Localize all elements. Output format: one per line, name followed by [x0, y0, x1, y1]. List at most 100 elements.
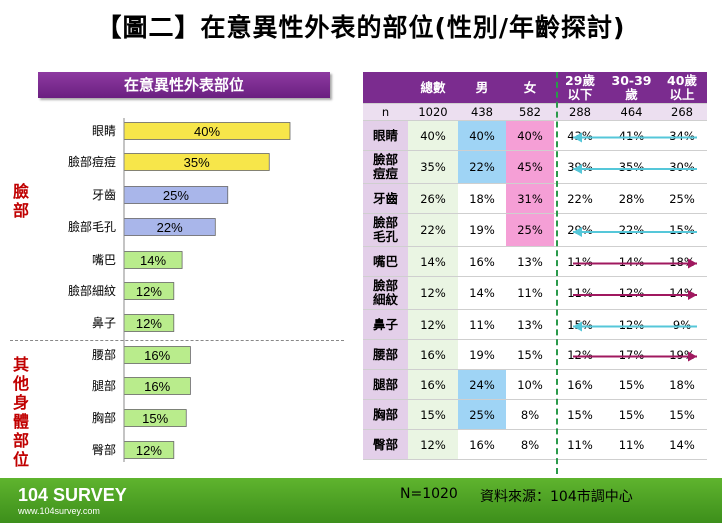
table-cell: 28% — [606, 183, 657, 214]
table-cell: 17% — [606, 339, 657, 370]
table-cell: 18% — [657, 369, 707, 400]
table-cell: 16% — [458, 246, 506, 277]
brand-logo: 104 SURVEY — [18, 485, 127, 505]
table-cell: 12% — [606, 309, 657, 340]
table-cell: 12% — [408, 309, 458, 340]
table-cell: 25% — [506, 213, 554, 247]
table-cell: 11% — [554, 276, 606, 310]
group-label-body: 其他身體部位 — [12, 355, 29, 469]
table-cell: 30% — [657, 150, 707, 184]
table-cell: 11% — [554, 246, 606, 277]
sample-size-row: n 1020 438 582 288 464 268 — [363, 103, 707, 121]
table-cell: 438 — [458, 103, 506, 121]
table-cell: 40% — [408, 120, 458, 151]
table-cell: 11% — [506, 276, 554, 310]
row-label: 臀部 — [363, 429, 408, 460]
table-cell: 31% — [506, 183, 554, 214]
table-cell: 16% — [554, 369, 606, 400]
table-cell: 15% — [657, 213, 707, 247]
bar-category-label: 腰部 — [92, 347, 116, 362]
table-cell: 39% — [554, 150, 606, 184]
table-cell: 29% — [554, 213, 606, 247]
column-header-text: 總數 — [420, 79, 446, 95]
table-cell: 12% — [408, 276, 458, 310]
table-cell: 12% — [408, 429, 458, 460]
column-header-text: 以上 — [669, 86, 695, 102]
table-cell: 11% — [606, 429, 657, 460]
column-header: 30-39 歲 — [606, 72, 657, 104]
bar-value-label: 22% — [157, 220, 183, 235]
chart-title: 在意異性外表部位 — [38, 72, 330, 98]
table-cell: 19% — [458, 213, 506, 247]
table-cell: 16% — [458, 429, 506, 460]
table-cell: 15% — [657, 399, 707, 430]
table-cell: 13% — [506, 246, 554, 277]
table-row: 臀部 12% 16% 8% 11% 11% 14% — [363, 429, 707, 460]
table-cell: 40% — [458, 120, 506, 151]
sample-size: N=1020 — [400, 486, 458, 502]
header-corner — [363, 72, 408, 104]
bar-value-label: 35% — [184, 155, 210, 170]
row-label: 臉部 痘痘 — [363, 150, 408, 184]
row-label: 胸部 — [363, 399, 408, 430]
bar-category-label: 鼻子 — [92, 315, 116, 330]
brand-url: www.104survey.com — [18, 506, 100, 516]
bar-value-label: 16% — [144, 348, 170, 363]
column-header: 29歲 以下 — [554, 72, 606, 104]
table-cell: 34% — [657, 120, 707, 151]
table-cell: 24% — [458, 369, 506, 400]
table-cell: 10% — [506, 369, 554, 400]
bar-value-label: 25% — [163, 188, 189, 203]
table-cell: 16% — [408, 369, 458, 400]
table-row: 嘴巴 14% 16% 13% 11% 14% 18% — [363, 246, 707, 277]
row-label: 鼻子 — [363, 309, 408, 340]
column-header: 總數 — [408, 72, 458, 104]
table-cell: 11% — [554, 429, 606, 460]
column-header-text: 30-39 — [611, 72, 652, 88]
table-cell: 288 — [554, 103, 606, 121]
table-cell: 12% — [606, 276, 657, 310]
table-cell: 9% — [657, 309, 707, 340]
bar-category-label: 臉部毛孔 — [68, 219, 116, 234]
table-cell: 14% — [657, 276, 707, 310]
bar-category-label: 胸部 — [92, 410, 116, 425]
bar-category-label: 臉部細紋 — [68, 283, 116, 298]
table-cell: 22% — [554, 183, 606, 214]
table-row: 胸部 15% 25% 8% 15% 15% 15% — [363, 399, 707, 430]
table-cell: 14% — [657, 429, 707, 460]
table-cell: 15% — [506, 339, 554, 370]
table-row: 眼睛 40% 40% 40% 43% 41% 34% — [363, 120, 707, 151]
column-header-text: 40歲 — [667, 72, 697, 88]
bar-category-label: 嘴巴 — [92, 253, 116, 267]
column-header-text: 29歲 — [565, 72, 595, 88]
table-cell: 14% — [606, 246, 657, 277]
table-row: 臉部 細紋 12% 14% 11% 11% 12% 14% — [363, 276, 707, 310]
bar-value-label: 12% — [136, 284, 162, 299]
bar-category-label: 臉部痘痘 — [68, 154, 116, 169]
table-cell: 464 — [606, 103, 657, 121]
column-header-text: 歲 — [625, 86, 638, 102]
footer-bar — [0, 478, 722, 523]
row-label: 腿部 — [363, 369, 408, 400]
table-cell: 8% — [506, 399, 554, 430]
table-row: 臉部 痘痘 35% 22% 45% 39% 35% 30% — [363, 150, 707, 184]
bar-category-label: 腿部 — [92, 378, 116, 393]
column-header-text: 男 — [475, 79, 489, 95]
table-cell: 22% — [458, 150, 506, 184]
table-cell: 12% — [554, 339, 606, 370]
table-cell: 14% — [408, 246, 458, 277]
table-cell: 15% — [606, 369, 657, 400]
table-row: 臉部 毛孔 22% 19% 25% 29% 22% 15% — [363, 213, 707, 247]
table-cell: 582 — [506, 103, 554, 121]
bar-category-label: 牙齒 — [92, 188, 116, 202]
table-cell: 15% — [408, 399, 458, 430]
table-cell: 35% — [408, 150, 458, 184]
column-header-text: 女 — [523, 79, 537, 95]
table-row: 腰部 16% 19% 15% 12% 17% 19% — [363, 339, 707, 370]
table-cell: 25% — [657, 183, 707, 214]
column-header: 女 — [506, 72, 554, 104]
row-label: 臉部 毛孔 — [363, 213, 408, 247]
bar-value-label: 12% — [136, 316, 162, 331]
bar-value-label: 16% — [144, 379, 170, 394]
table-cell: 40% — [506, 120, 554, 151]
